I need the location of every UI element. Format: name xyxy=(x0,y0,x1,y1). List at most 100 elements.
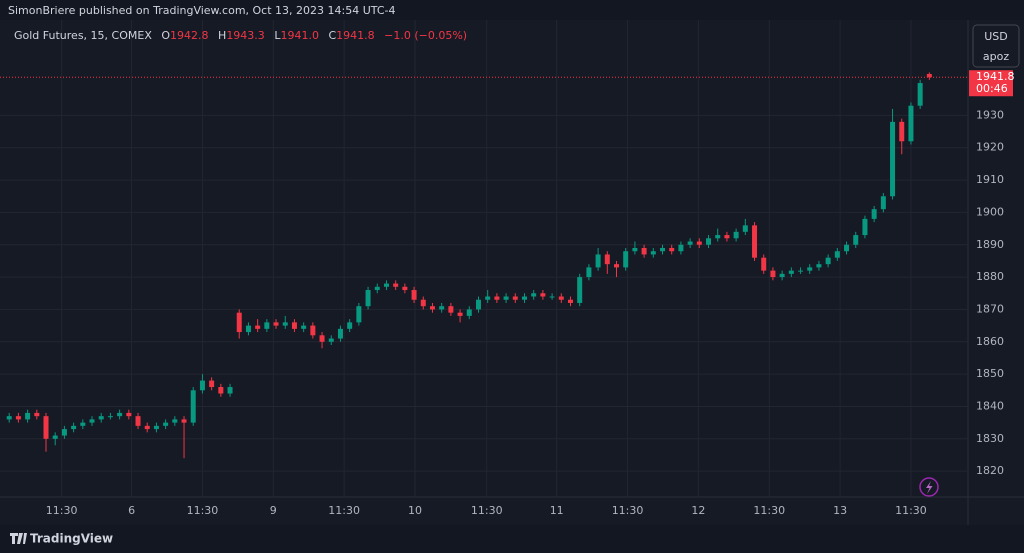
x-tick-label: 11:30 xyxy=(187,504,219,517)
candle-body xyxy=(347,322,353,329)
candle-body xyxy=(448,306,454,313)
y-tick-label: 1920 xyxy=(976,141,1004,154)
bottom-bar xyxy=(0,525,1024,553)
candle-body xyxy=(383,283,389,287)
y-tick-label: 1910 xyxy=(976,173,1004,186)
top-bar xyxy=(0,0,1024,20)
candle-body xyxy=(779,273,785,278)
x-tick-label: 12 xyxy=(691,504,705,517)
currency-button[interactable] xyxy=(972,24,1020,68)
x-tick-label: 10 xyxy=(408,504,422,517)
countdown: 00:46 xyxy=(976,82,1008,95)
candle-body xyxy=(190,390,196,423)
y-tick-label: 1820 xyxy=(976,464,1004,477)
o-value: 1942.8 xyxy=(170,29,209,42)
candle-body xyxy=(356,306,362,323)
candle-body xyxy=(770,270,776,278)
candle-body xyxy=(862,218,868,236)
candle-body xyxy=(337,328,343,339)
candle-body xyxy=(540,293,546,297)
candle-body xyxy=(43,416,49,439)
candle-body xyxy=(678,244,684,252)
c-label: C xyxy=(328,29,336,42)
alert-icon[interactable] xyxy=(919,477,939,497)
candle-body xyxy=(80,422,86,426)
l-value: 1941.0 xyxy=(280,29,319,42)
currency: USD xyxy=(984,30,1008,43)
candle-body xyxy=(917,83,923,106)
candle-body xyxy=(485,296,491,300)
y-tick-label: 1830 xyxy=(976,432,1004,445)
candle-body xyxy=(163,422,169,426)
x-tick-label: 11:30 xyxy=(46,504,78,517)
symbol: Gold Futures, 15, COMEX xyxy=(14,29,152,42)
candle-body xyxy=(255,325,261,329)
y-tick-label: 1870 xyxy=(976,302,1004,315)
candle-body xyxy=(825,257,831,265)
candle-body xyxy=(209,380,215,388)
candle-body xyxy=(871,209,877,219)
candle-body xyxy=(71,425,77,430)
candle-body xyxy=(715,235,721,239)
candle-body xyxy=(374,286,380,291)
candle-body xyxy=(98,416,104,420)
candle-body xyxy=(844,244,850,252)
candle-body xyxy=(15,416,21,420)
candle-body xyxy=(503,296,509,300)
candle-body xyxy=(761,257,767,271)
candle-body xyxy=(724,235,730,239)
legend: Gold Futures, 15, COMEX O1942.8 H1943.3 … xyxy=(14,29,467,42)
x-tick-label: 11:30 xyxy=(612,504,644,517)
candle-body xyxy=(512,296,518,300)
candle-body xyxy=(687,241,693,245)
candle-body xyxy=(393,283,399,287)
x-tick-label: 6 xyxy=(128,504,135,517)
candle-body xyxy=(577,277,583,303)
candle-body xyxy=(457,312,463,316)
candle-body xyxy=(61,429,67,436)
candle-body xyxy=(816,264,822,268)
candle-body xyxy=(521,296,527,300)
published: SimonBriere published on TradingView.com… xyxy=(8,4,396,17)
candle-body xyxy=(650,251,656,255)
y-tick-label: 1840 xyxy=(976,399,1004,412)
candle-body xyxy=(402,286,408,291)
candle-body xyxy=(549,296,555,298)
candle-body xyxy=(595,254,601,268)
candle-body xyxy=(245,325,251,333)
candle-body xyxy=(282,322,288,326)
o-label: O xyxy=(161,29,170,42)
candle-body xyxy=(301,325,307,329)
candle-body xyxy=(632,247,638,252)
grid xyxy=(0,20,968,497)
brand: TradingView xyxy=(30,532,113,546)
candle-body xyxy=(623,251,629,268)
candle-body xyxy=(411,290,417,300)
unit: apoz xyxy=(983,50,1009,63)
candle-body xyxy=(291,322,297,329)
candle-body xyxy=(6,416,12,420)
candle-body xyxy=(126,412,132,417)
price-tag xyxy=(969,70,1013,97)
alert-bolt xyxy=(926,481,933,494)
x-tick-label: 13 xyxy=(833,504,847,517)
candle-body xyxy=(798,270,804,272)
candle-body xyxy=(641,247,647,255)
candle-body xyxy=(880,196,886,210)
candle-body xyxy=(890,121,896,197)
candle-body xyxy=(834,251,840,258)
candle-body xyxy=(34,412,40,417)
candle-body xyxy=(669,247,675,252)
l-label: L xyxy=(274,29,281,42)
candle-body xyxy=(117,412,123,417)
candle-body xyxy=(494,296,500,300)
logo xyxy=(10,533,27,544)
candle-body xyxy=(365,290,371,307)
c-value: 1941.8 xyxy=(336,29,375,42)
candle-body xyxy=(89,419,95,423)
candle-body xyxy=(466,309,472,316)
candle-body xyxy=(144,425,150,430)
